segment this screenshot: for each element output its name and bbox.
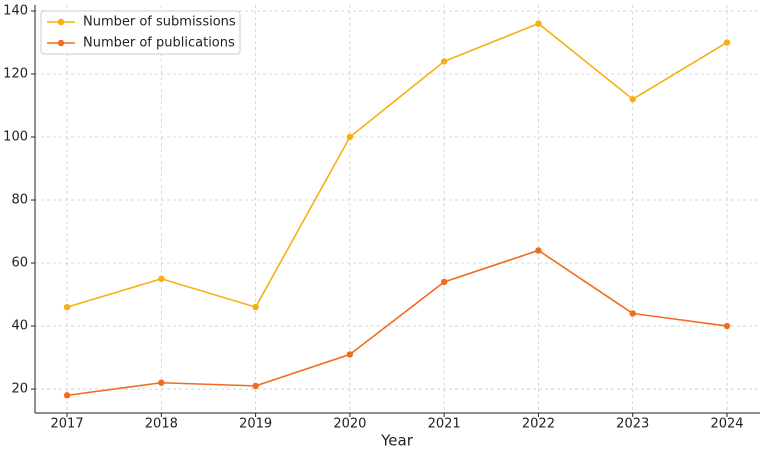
point xyxy=(252,303,259,311)
legend-label: Number of publications xyxy=(83,36,235,51)
x-tick-label: 2022 xyxy=(522,417,555,432)
series-line xyxy=(66,22,728,309)
x-tick-label: 2020 xyxy=(333,417,366,432)
x-tick-label: 2021 xyxy=(428,417,461,432)
y-tick-label: 100 xyxy=(3,130,28,145)
y-tick-label: 60 xyxy=(11,256,28,271)
point xyxy=(535,20,542,27)
legend-marker xyxy=(57,39,65,47)
y-tick-label: 120 xyxy=(3,66,28,81)
x-tick-label: 2019 xyxy=(239,417,272,432)
series-line xyxy=(66,249,728,397)
point xyxy=(723,39,731,46)
x-tick-label: 2024 xyxy=(710,417,743,432)
point xyxy=(440,58,448,65)
y-tick-label: 140 xyxy=(3,3,28,18)
point xyxy=(535,247,542,254)
x-axis-label: Year xyxy=(380,432,414,450)
point xyxy=(723,322,731,330)
point xyxy=(346,133,354,141)
y-tick-label: 20 xyxy=(11,382,28,397)
point xyxy=(158,379,165,386)
point xyxy=(440,278,448,286)
point xyxy=(63,303,71,311)
legend-box xyxy=(40,10,241,55)
point xyxy=(158,275,165,282)
point xyxy=(252,382,259,390)
y-tick-label: 80 xyxy=(11,193,28,208)
legend-marker xyxy=(57,18,65,26)
x-tick-label: 2017 xyxy=(51,417,84,432)
y-tick-label: 40 xyxy=(11,319,28,334)
point xyxy=(629,96,636,103)
x-tick-label: 2018 xyxy=(145,417,178,432)
x-tick-label: 2023 xyxy=(616,417,649,432)
point xyxy=(346,351,354,358)
point xyxy=(629,310,636,317)
legend-label: Number of submissions xyxy=(83,15,236,30)
point xyxy=(63,392,71,399)
